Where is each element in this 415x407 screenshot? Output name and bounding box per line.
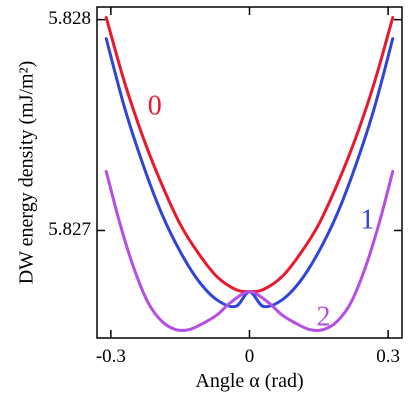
ticks-layer: -0.3 0 0.3 5.827 5.828 <box>48 7 402 367</box>
y-tick-label: 5.827 <box>48 219 91 240</box>
x-tick-label: 0 <box>245 346 255 367</box>
x-tick-label: -0.3 <box>96 346 126 367</box>
curve-0 <box>104 16 395 294</box>
x-tick-label: 0.3 <box>376 346 400 367</box>
curve-labels-layer: 0 1 2 <box>148 91 375 333</box>
curve-1 <box>104 37 395 309</box>
y-tick-label: 5.828 <box>48 8 91 29</box>
curve-label-2: 2 <box>316 301 330 332</box>
curve-2 <box>104 169 395 332</box>
x-axis-title: Angle α (rad) <box>195 370 303 392</box>
curve-label-1: 1 <box>360 204 374 235</box>
y-axis-title: DW energy density (mJ/m²) <box>16 61 38 285</box>
curve-label-0: 0 <box>148 91 162 122</box>
curves-layer <box>104 16 395 332</box>
